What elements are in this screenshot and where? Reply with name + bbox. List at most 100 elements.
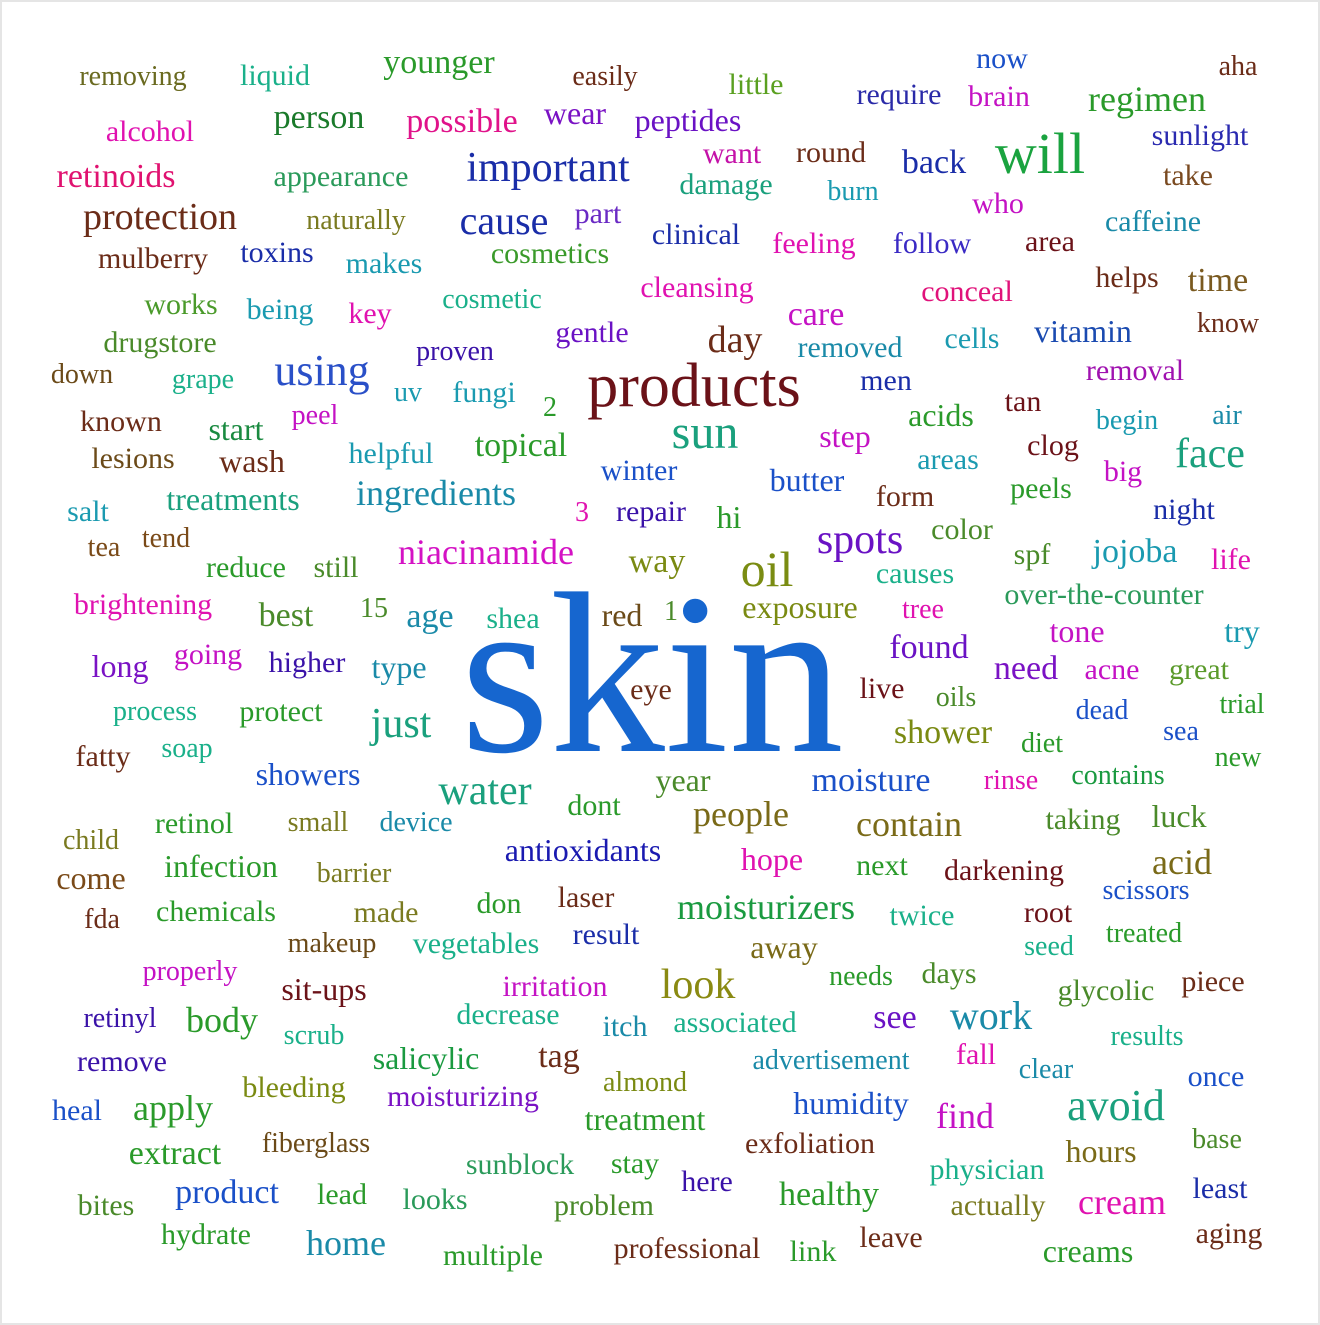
word-clinical: clinical	[651, 218, 741, 251]
word-brightening: brightening	[73, 588, 213, 621]
word-acne: acne	[1084, 653, 1140, 686]
word-possible: possible	[406, 103, 518, 140]
word-salt: salt	[67, 495, 109, 528]
word-important: important	[466, 145, 630, 191]
word-makes: makes	[345, 247, 423, 280]
word-removed: removed	[797, 331, 903, 364]
word-device: device	[379, 807, 453, 838]
word-live: live	[859, 672, 905, 705]
word-care: care	[787, 296, 845, 333]
word-base: base	[1192, 1124, 1242, 1155]
word-year: year	[655, 762, 711, 798]
word-men: men	[860, 364, 912, 397]
word-properly: properly	[142, 956, 238, 987]
word-laser: laser	[557, 881, 615, 914]
word-age: age	[406, 598, 454, 635]
word-twice: twice	[889, 899, 955, 932]
word-cosmetic: cosmetic	[442, 284, 542, 315]
word-itch: itch	[602, 1010, 648, 1043]
word-almond: almond	[603, 1067, 687, 1098]
word-multiple: multiple	[443, 1239, 543, 1272]
word-stay: stay	[610, 1147, 660, 1180]
word-bleeding: bleeding	[242, 1071, 346, 1104]
word-retinyl: retinyl	[83, 1003, 157, 1034]
word-home: home	[306, 1223, 386, 1263]
word-cosmetics: cosmetics	[490, 237, 610, 270]
word-darkening: darkening	[944, 854, 1064, 887]
word-toxins: toxins	[240, 236, 314, 269]
word-easily: easily	[572, 61, 638, 92]
word-know: know	[1196, 308, 1260, 339]
word-cause: cause	[459, 198, 549, 243]
word-drugstore: drugstore	[103, 326, 217, 359]
word-shower: shower	[893, 714, 993, 751]
word-younger: younger	[383, 44, 495, 81]
word-regimen: regimen	[1088, 79, 1206, 119]
word-liquid: liquid	[239, 59, 311, 92]
word-key: key	[348, 297, 392, 330]
word-alcohol: alcohol	[105, 115, 195, 148]
word-irritation: irritation	[502, 970, 608, 1003]
word-new: new	[1214, 742, 1262, 773]
word-great: great	[1169, 653, 1229, 686]
word-vegetables: vegetables	[412, 927, 540, 960]
word-wear: wear	[543, 95, 607, 131]
word-still: still	[313, 551, 359, 584]
word-chemicals: chemicals	[156, 895, 276, 928]
word-just: just	[370, 701, 432, 747]
word-needs: needs	[829, 961, 893, 992]
word-oils: oils	[935, 682, 977, 713]
word-works: works	[144, 288, 218, 321]
word-areas: areas	[917, 443, 979, 476]
word-bites: bites	[77, 1189, 135, 1222]
word-type: type	[371, 649, 427, 685]
word-time: time	[1187, 262, 1249, 299]
word-being: being	[246, 293, 314, 326]
word-away: away	[750, 929, 818, 965]
word-long: long	[91, 648, 149, 684]
word-skin: skin	[460, 546, 844, 801]
word-retinoids: retinoids	[56, 158, 176, 195]
word-shea: shea	[486, 602, 540, 635]
word-dead: dead	[1075, 695, 1129, 726]
word-results: results	[1110, 1021, 1184, 1052]
word-protect: protect	[239, 695, 323, 728]
word-red: red	[601, 597, 643, 633]
word-small: small	[287, 807, 349, 838]
word-found: found	[889, 629, 969, 666]
word-day: day	[707, 319, 763, 361]
word-eye: eye	[630, 673, 672, 706]
word-sunlight: sunlight	[1151, 119, 1249, 152]
word-treatment: treatment	[584, 1101, 706, 1137]
word-makeup: makeup	[287, 928, 377, 959]
word-least: least	[1192, 1172, 1248, 1205]
word-professional: professional	[613, 1232, 761, 1265]
word-helps: helps	[1095, 261, 1159, 294]
word-gentle: gentle	[555, 316, 629, 349]
word-ingredients: ingredients	[356, 473, 516, 513]
word-naturally: naturally	[306, 205, 406, 236]
word-cells: cells	[944, 322, 1000, 355]
word-higher: higher	[268, 646, 346, 679]
word-sunblock: sunblock	[465, 1148, 575, 1181]
word-water: water	[438, 768, 532, 814]
word-down: down	[50, 359, 114, 390]
word-trial: trial	[1219, 689, 1265, 720]
word-brain: brain	[968, 80, 1030, 113]
word-fiberglass: fiberglass	[261, 1128, 371, 1159]
word-remove: remove	[77, 1045, 167, 1078]
word-moisture: moisture	[811, 762, 931, 799]
word-soap: soap	[161, 733, 213, 764]
word-find: find	[936, 1096, 994, 1136]
word-conceal: conceal	[921, 275, 1013, 308]
word-root: root	[1023, 896, 1073, 929]
word-caffeine: caffeine	[1104, 205, 1202, 238]
word-actually: actually	[950, 1189, 1046, 1222]
word-way: way	[628, 543, 686, 580]
word-link: link	[789, 1235, 837, 1268]
word-infection: infection	[164, 848, 278, 884]
word-uv: uv	[394, 377, 422, 408]
word-physician: physician	[929, 1153, 1045, 1186]
word-removal: removal	[1085, 354, 1185, 387]
